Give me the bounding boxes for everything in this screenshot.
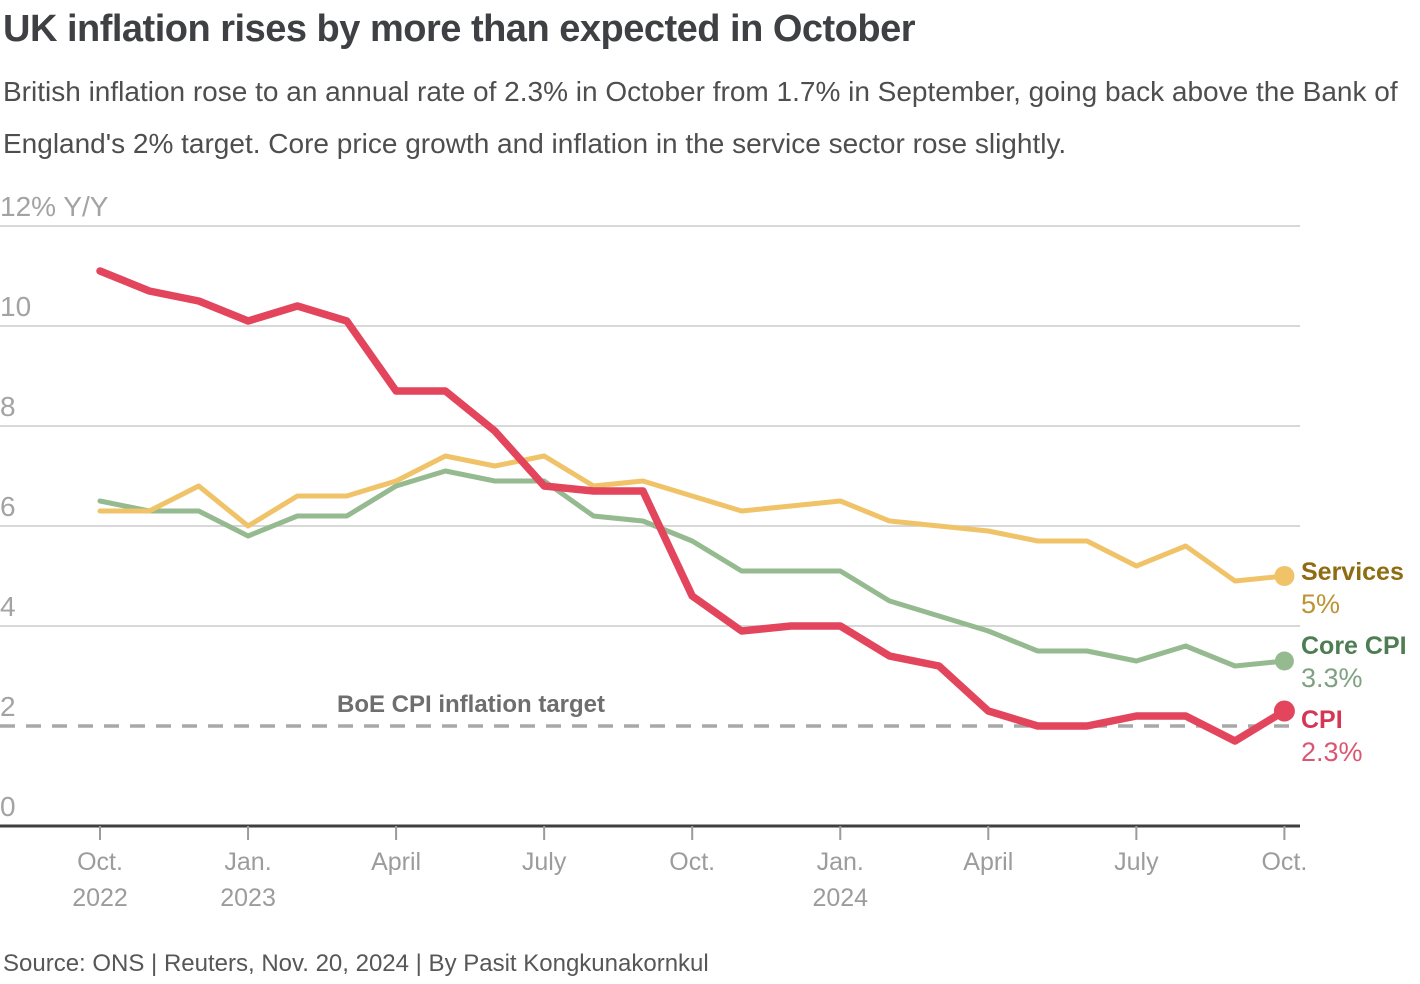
page-title: UK inflation rises by more than expected… (3, 8, 916, 50)
services-line (97, 453, 1287, 584)
cpi-end-dot (1273, 700, 1295, 722)
x-tick-year-label: 2023 (220, 884, 276, 912)
y-tick-label: 10 (0, 291, 31, 322)
source-attribution: Source: ONS | Reuters, Nov. 20, 2024 | B… (3, 950, 709, 977)
x-tick-label: April (963, 848, 1013, 876)
y-tick-label: 8 (0, 391, 16, 422)
x-tick-label: Jan. (224, 848, 271, 876)
x-tick-label: Jan. (817, 848, 864, 876)
x-tick-label: Oct. (77, 848, 123, 876)
y-tick-label: 2 (0, 691, 16, 722)
chart-subtitle: British inflation rose to an annual rate… (3, 76, 1398, 159)
y-tick-label: 12% Y/Y (0, 191, 109, 222)
legend-core-cpi: Core CPI 3.3% (1301, 630, 1419, 694)
x-tick-label: Oct. (669, 848, 715, 876)
services-end-dot (1274, 566, 1295, 586)
legend-cpi-name: CPI (1301, 706, 1343, 734)
inflation-line-chart: 12% Y/Y 10 8 6 4 2 0 Oct. 2022 Jan. 2023 April July O… (0, 191, 1307, 912)
y-tick-label: 0 (0, 791, 16, 822)
x-tick-year-label: 2022 (72, 884, 128, 912)
core-cpi-line (97, 468, 1287, 669)
legend-services-name: Services (1301, 558, 1404, 586)
legend-core-cpi-name: Core CPI (1301, 632, 1407, 660)
legend-cpi-value: 2.3% (1301, 737, 1363, 767)
x-tick-label: Oct. (1261, 848, 1307, 876)
y-tick-label: 4 (0, 591, 16, 622)
core-cpi-end-dot (1274, 651, 1294, 671)
x-tick-year-label: 2024 (812, 884, 868, 912)
target-line-label: BoE CPI inflation target (337, 691, 606, 718)
legend-services: Services 5% (1301, 556, 1419, 620)
y-tick-label: 6 (0, 491, 16, 522)
x-tick-label: July (522, 848, 567, 876)
x-tick-label: July (1114, 848, 1159, 876)
legend-core-cpi-value: 3.3% (1301, 663, 1363, 693)
cpi-line (96, 267, 1289, 745)
legend-cpi: CPI 2.3% (1301, 704, 1419, 768)
x-tick-label: April (371, 848, 421, 876)
legend-services-value: 5% (1301, 589, 1341, 619)
